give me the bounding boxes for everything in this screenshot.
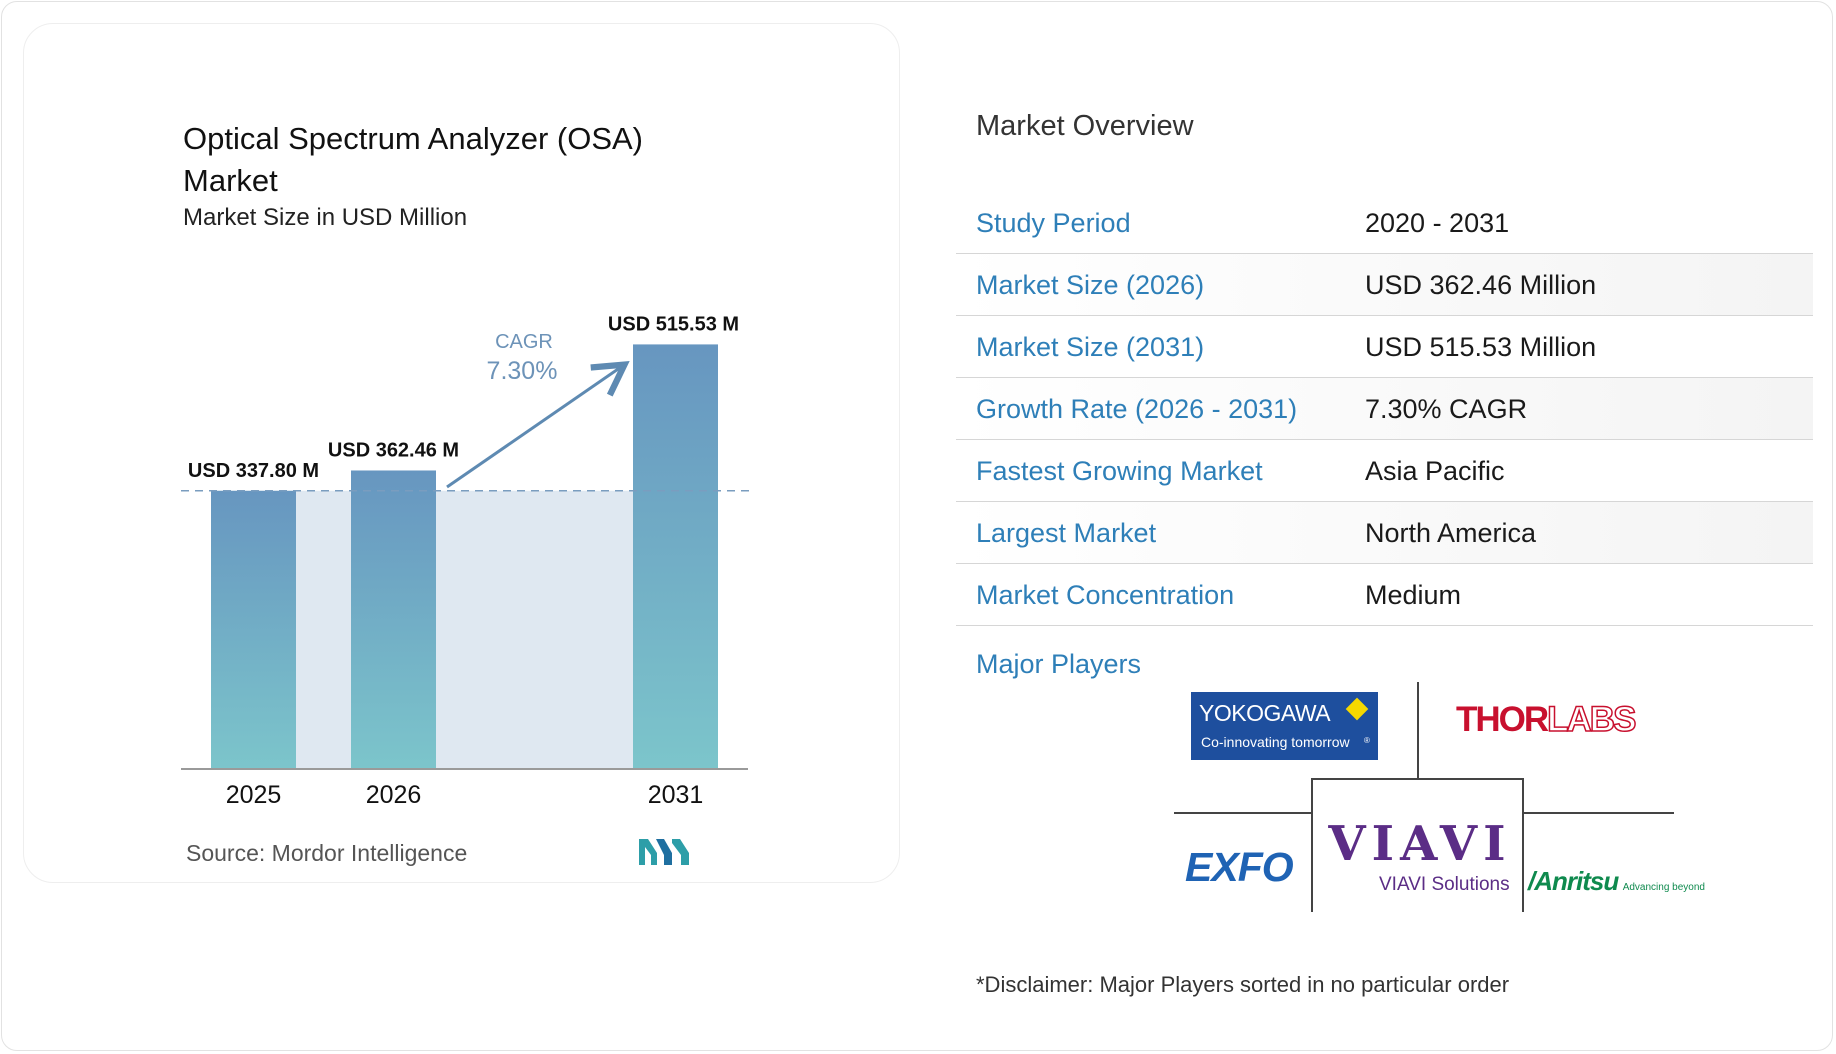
overview-value: USD 362.46 Million [1365, 270, 1597, 300]
players-divider [1174, 812, 1313, 814]
cagr-label: CAGR [495, 331, 553, 353]
value-label: USD 362.46 M [328, 439, 459, 461]
viavi-logo: VIAVI [1328, 816, 1512, 872]
overview-label: Largest Market [976, 518, 1157, 548]
overview-label: Growth Rate (2026 - 2031) [976, 394, 1298, 424]
chart-title: Optical Spectrum Analyzer (OSA) Market [183, 121, 643, 198]
value-label: USD 337.80 M [188, 460, 319, 482]
anritsu-logo-text: /Anritsu [1528, 866, 1619, 896]
yokogawa-diamond-icon [1345, 697, 1369, 721]
bar-2026 [351, 470, 436, 769]
x-tick-label: 2025 [226, 781, 282, 809]
thorlabs-logo-text-a: THOR [1456, 700, 1549, 739]
cagr-value: 7.30% [487, 357, 558, 385]
x-tick-label: 2031 [648, 781, 704, 809]
players-divider [1417, 682, 1419, 778]
anritsu-tagline: Advancing beyond [1622, 882, 1705, 893]
players-divider [1311, 778, 1524, 780]
overview-value: 7.30% CAGR [1365, 394, 1528, 424]
value-label: USD 515.53 M [608, 313, 739, 335]
source-note: Source: Mordor Intelligence [186, 840, 468, 866]
exfo-logo: EXFO [1185, 844, 1294, 890]
overview-label: Market Size (2026) [976, 270, 1205, 300]
x-tick-label: 2026 [366, 781, 422, 809]
chart-subtitle: Market Size in USD Million [183, 204, 468, 231]
overview-label: Fastest Growing Market [976, 456, 1263, 486]
overview-row-market-size-2026: Market Size (2026) USD 362.46 Million [956, 254, 1813, 316]
anritsu-logo: /Anritsu Advancing beyond [1528, 866, 1705, 897]
overview-row-market-concentration: Market Concentration Medium [956, 564, 1813, 626]
yokogawa-logo: YOKOGAWA Co-innovating tomorrow ® [1191, 692, 1378, 760]
bar-2031 [633, 344, 718, 769]
thorlabs-logo-text-b: LABS [1546, 699, 1637, 740]
market-overview-title: Market Overview [976, 110, 1194, 142]
major-players-title: Major Players [976, 649, 1142, 679]
overview-value: Medium [1365, 580, 1462, 610]
mordor-intelligence-logo-icon [639, 839, 689, 865]
overview-row-largest-market: Largest Market North America [956, 502, 1813, 564]
overview-value: 2020 - 2031 [1365, 208, 1510, 238]
cagr-arrow [446, 361, 630, 489]
overview-label: Study Period [976, 208, 1131, 238]
players-divider [1522, 778, 1524, 912]
bar-2025 [211, 490, 296, 769]
players-divider [1522, 812, 1674, 814]
overview-row-study-period: Study Period 2020 - 2031 [956, 192, 1813, 254]
overview-value: USD 515.53 Million [1365, 332, 1597, 362]
overview-row-growth-rate: Growth Rate (2026 - 2031) 7.30% CAGR [956, 378, 1813, 440]
disclaimer: *Disclaimer: Major Players sorted in no … [976, 972, 1510, 997]
bar-chart: 2025 2026 2031 USD 337.80 M USD 362.46 M USD … [181, 313, 751, 809]
viavi-solutions-text: VIAVI Solutions [1379, 874, 1510, 895]
players-divider [1311, 778, 1313, 912]
overview-row-fastest-growing-market: Fastest Growing Market Asia Pacific [956, 440, 1813, 502]
yokogawa-logo-text: YOKOGAWA [1199, 700, 1331, 726]
overview-label: Market Size (2031) [976, 332, 1205, 362]
overview-label: Market Concentration [976, 580, 1235, 610]
yokogawa-trademark: ® [1364, 736, 1370, 745]
yokogawa-tagline: Co-innovating tomorrow [1201, 734, 1350, 750]
overview-value: North America [1365, 518, 1537, 548]
overview-row-market-size-2031: Market Size (2031) USD 515.53 Million [956, 316, 1813, 378]
overview-value: Asia Pacific [1365, 456, 1505, 486]
thorlabs-logo: THORLABS [1456, 699, 1637, 744]
